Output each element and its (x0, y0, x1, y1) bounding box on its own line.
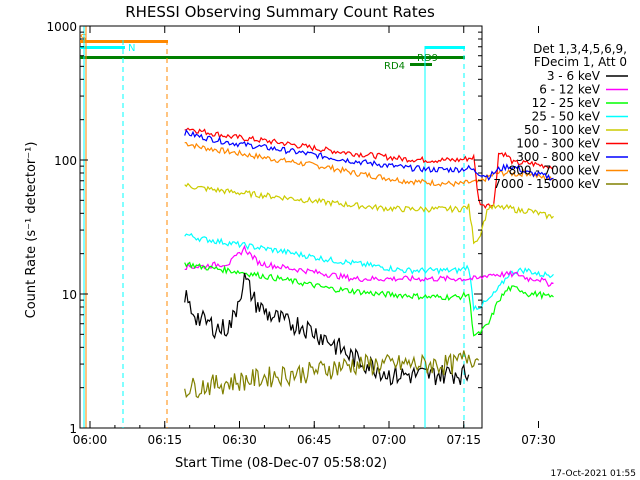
x-tick-label-5: 07:15 (446, 433, 481, 447)
y-axis-label: Count Rate (s⁻¹ detector⁻¹) (24, 142, 39, 319)
y-tick-label-1: 10 (62, 288, 77, 302)
series-line-0 (184, 142, 554, 188)
legend: Det 1,3,4,5,6,9, FDecim 1, Att 0 3 - 6 k… (493, 42, 628, 191)
render-timestamp: 17-Oct-2021 01:55 (551, 469, 636, 479)
series-line-3 (184, 182, 554, 245)
x-axis-label: Start Time (08-Dec-07 05:58:02) (175, 456, 387, 471)
y-tick-label-3: 1000 (46, 20, 77, 34)
n-flag-label: N (128, 43, 135, 54)
y-tick-label-0: 1 (69, 422, 77, 436)
y-axis: 1 10 100 1000 (46, 20, 482, 436)
observing-state-bars: S N RD9 RD4 (80, 33, 465, 72)
legend-label-2: 12 - 25 keV (532, 96, 601, 110)
series-line-4 (184, 232, 554, 312)
x-tick-label-2: 06:30 (222, 433, 257, 447)
legend-label-6: 300 - 800 keV (516, 150, 600, 164)
legend-label-4: 50 - 100 keV (524, 123, 601, 137)
series-line-2 (184, 128, 554, 182)
legend-header-2: FDecim 1, Att 0 (534, 55, 627, 69)
legend-label-7: 800 - 7000 keV (509, 164, 601, 178)
legend-label-1: 6 - 12 keV (539, 83, 601, 97)
x-tick-label-4: 07:00 (372, 433, 407, 447)
x-tick-label-3: 06:45 (297, 433, 332, 447)
x-tick-label-0: 06:00 (73, 433, 108, 447)
rd9-flag-label: RD9 (417, 53, 438, 64)
s-flag-bar (80, 40, 168, 43)
series-line-5 (184, 244, 554, 287)
legend-label-8: 7000 - 15000 keV (493, 177, 600, 191)
x-axis: 06:00 06:15 06:30 06:45 07:00 07:15 07:30 (73, 26, 556, 447)
series-layer (184, 127, 554, 399)
legend-label-5: 100 - 300 keV (516, 137, 600, 151)
n-flag-bar-right (425, 46, 465, 49)
x-tick-label-6: 07:30 (521, 433, 556, 447)
rd9-flag-bar (80, 56, 465, 59)
series-line-7 (184, 272, 470, 386)
y-tick-label-2: 100 (54, 154, 77, 168)
event-marker-lines (83, 26, 465, 428)
legend-label-3: 25 - 50 keV (532, 110, 601, 124)
series-line-6 (184, 261, 554, 337)
n-flag-bar (80, 46, 125, 49)
rd4-flag-bar (410, 63, 432, 66)
rd4-flag-label: RD4 (384, 61, 405, 72)
series-line-1 (184, 127, 554, 210)
plot-area: S N RD9 RD4 (79, 25, 554, 429)
x-tick-label-1: 06:15 (147, 433, 182, 447)
chart-title: RHESSI Observing Summary Count Rates (125, 3, 435, 21)
legend-header-1: Det 1,3,4,5,6,9, (533, 42, 627, 56)
series-line-8 (184, 350, 480, 399)
legend-label-0: 3 - 6 keV (547, 69, 601, 83)
